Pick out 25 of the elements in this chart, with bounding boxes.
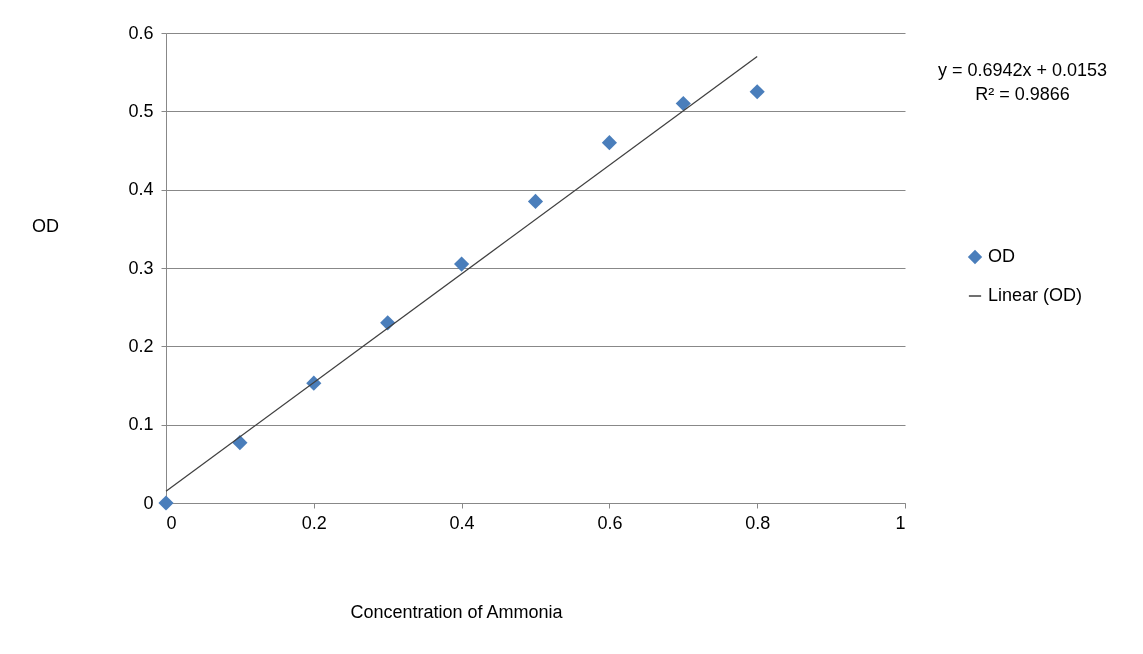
x-tick-label: 1: [895, 512, 906, 533]
point: [675, 95, 691, 112]
y-tick-label: 0.1: [128, 414, 154, 435]
point: [527, 193, 544, 209]
point: [158, 495, 174, 511]
x-tick-label: 0.4: [449, 512, 475, 533]
y-tick-label: 0.4: [128, 179, 154, 200]
legend-label: Linear (OD): [988, 285, 1083, 305]
legend-label: OD: [988, 246, 1015, 266]
x-tick-label: 0.2: [301, 512, 327, 533]
point: [749, 84, 765, 100]
x-axis-title: Concentration of Ammonia: [350, 601, 564, 622]
y-tick-label: 0.3: [128, 257, 154, 278]
text: y = 0.6942x + 0.0153: [936, 59, 1109, 82]
y-axis-title: OD: [32, 215, 59, 236]
y-tick-label: 0.2: [128, 335, 154, 356]
y-tick-label: 0: [143, 492, 154, 513]
x-tick-label: 0.6: [597, 512, 623, 533]
x-tick-label: 0.8: [745, 512, 771, 533]
point: [454, 256, 470, 272]
point: [601, 135, 617, 151]
text: R² = 0.9866: [974, 83, 1071, 106]
y-tick-label: 0.6: [128, 22, 154, 43]
y-tick-label: 0.5: [128, 100, 154, 121]
x-tick-label: 0: [166, 512, 177, 533]
